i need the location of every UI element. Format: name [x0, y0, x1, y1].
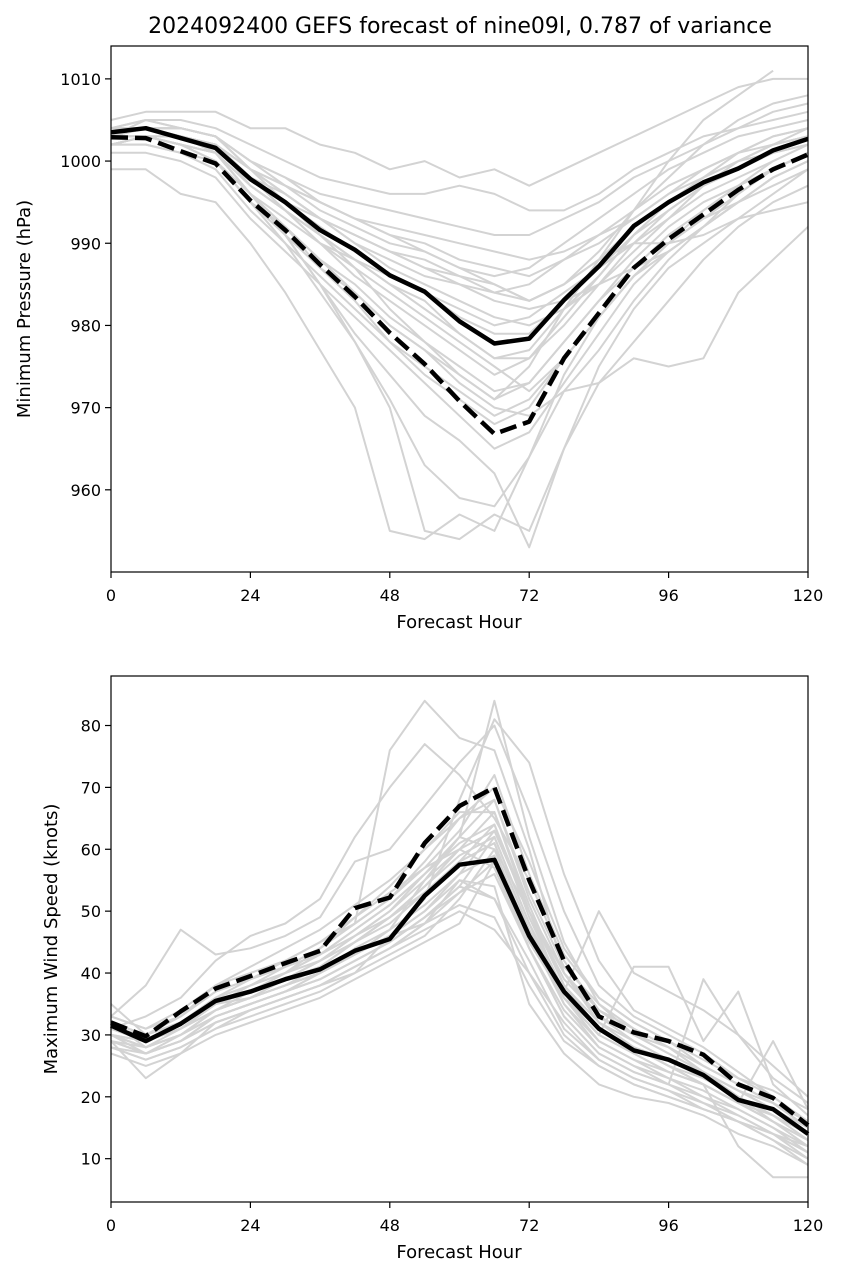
wind-y-axis-label: Maximum Wind Speed (knots)	[41, 804, 62, 1075]
wind-ensemble-line-18	[110, 774, 809, 1123]
wind-axes-frame	[110, 675, 809, 1203]
pressure-y-tick-label: 1010	[60, 70, 101, 89]
pressure-ensemble-line-28	[111, 168, 809, 541]
wind-y-tick-label: 20	[81, 1088, 101, 1107]
wind-x-tick-label: 48	[380, 1216, 400, 1235]
wind-series-lines	[110, 785, 810, 1136]
pressure-ensemble-line-29	[111, 69, 774, 401]
wind-y-tick-label: 50	[81, 902, 101, 921]
pressure-axes-frame	[110, 45, 809, 573]
wind-x-axis-label: Forecast Hour	[396, 1242, 522, 1263]
pressure-x-tick-label: 24	[240, 586, 260, 605]
wind-ensemble-lines	[110, 699, 809, 1179]
pressure-y-tick-label: 1000	[60, 152, 101, 171]
pressure-dashed-series-line	[110, 134, 809, 437]
pressure-solid-series-line	[110, 125, 809, 346]
wind-y-tick-label: 10	[81, 1150, 101, 1169]
pressure-ensemble-line-3	[110, 77, 808, 187]
wind-ensemble-line-29	[110, 829, 808, 1179]
pressure-ensemble-line-13	[110, 135, 809, 393]
pressure-y-tick-label: 980	[70, 316, 101, 335]
wind-ensemble-line-5	[110, 743, 809, 1148]
wind-x-tick-label: 24	[240, 1216, 260, 1235]
wind-y-tick-label: 40	[81, 964, 101, 983]
pressure-x-tick-label: 120	[793, 586, 824, 605]
wind-x-tick-label: 120	[793, 1216, 824, 1235]
wind-x-ticks: 0 24 48 72 96 120	[106, 1202, 823, 1235]
pressure-ensemble-line-17	[110, 119, 809, 261]
pressure-x-tick-label: 48	[380, 586, 400, 605]
wind-dashed-series-line	[110, 785, 810, 1128]
wind-y-tick-label: 30	[81, 1026, 101, 1045]
wind-ensemble-line-23	[110, 798, 809, 1123]
wind-x-tick-label: 0	[106, 1216, 116, 1235]
pressure-y-tick-label: 990	[70, 234, 101, 253]
pressure-ensemble-line-22	[110, 135, 809, 360]
wind-y-tick-label: 60	[81, 840, 101, 859]
wind-y-tick-label: 70	[81, 778, 101, 797]
pressure-ensemble-line-27	[111, 94, 809, 302]
wind-ensemble-line-10	[110, 860, 809, 1160]
chart-title: 2024092400 GEFS forecast of nine09l, 0.7…	[148, 14, 772, 39]
wind-ensemble-line-30	[110, 873, 809, 1104]
pressure-y-tick-label: 970	[70, 399, 101, 418]
wind-solid-series-line	[110, 857, 810, 1136]
wind-y-tick-label: 80	[81, 717, 101, 736]
pressure-panel: 2024092400 GEFS forecast of nine09l, 0.7…	[14, 14, 823, 633]
pressure-x-tick-label: 96	[658, 586, 678, 605]
pressure-y-ticks: 960 970 980 990 1000 1010	[60, 70, 111, 500]
pressure-x-axis-label: Forecast Hour	[396, 612, 522, 633]
pressure-series-lines	[110, 125, 809, 437]
wind-ensemble-line-26	[110, 879, 809, 1166]
pressure-x-tick-label: 0	[106, 586, 116, 605]
pressure-y-axis-label: Minimum Pressure (hPa)	[14, 200, 35, 418]
wind-x-tick-label: 72	[519, 1216, 539, 1235]
wind-y-ticks: 10 20 30 40 50 60 70 80	[81, 717, 111, 1169]
wind-panel: 10 20 30 40 50 60 70 80 0 24 48 72 96 120 Forecast H…	[41, 675, 823, 1263]
pressure-ensemble-line-4	[110, 102, 809, 212]
pressure-y-tick-label: 960	[70, 481, 101, 500]
pressure-x-ticks: 0 24 48 72 96 120	[106, 572, 823, 605]
pressure-x-tick-label: 72	[519, 586, 539, 605]
wind-x-tick-label: 96	[658, 1216, 678, 1235]
